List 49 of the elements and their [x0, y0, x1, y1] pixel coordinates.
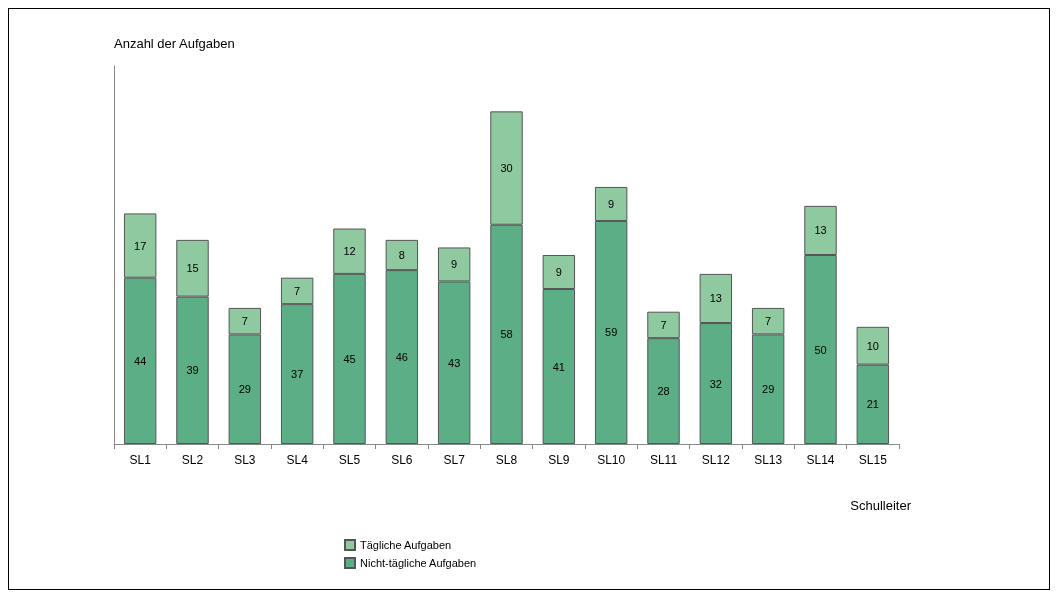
x-tick-label: SL11: [649, 453, 678, 467]
x-tick-label: SL13: [754, 453, 783, 467]
data-label: 46: [395, 351, 408, 364]
data-label: 50: [814, 343, 827, 356]
data-label: 30: [500, 162, 513, 175]
x-tick-label: SL2: [181, 453, 204, 467]
data-label: 41: [552, 360, 565, 373]
data-label: 13: [709, 292, 722, 305]
x-tick-label: SL7: [443, 453, 466, 467]
x-tick-label: SL10: [597, 453, 626, 467]
data-label: 15: [186, 262, 199, 275]
x-tick-label: SL4: [286, 453, 309, 467]
x-tick-label: SL12: [701, 453, 731, 467]
legend-label: Nicht-tägliche Aufgaben: [360, 557, 477, 569]
data-label: 7: [241, 315, 248, 328]
data-label: 59: [605, 326, 618, 339]
data-label: 8: [398, 249, 405, 261]
data-label: 29: [762, 383, 775, 396]
data-label: 7: [294, 284, 301, 297]
data-label: 39: [186, 364, 199, 377]
data-label: 9: [451, 258, 458, 271]
data-label: 28: [657, 385, 670, 398]
data-label: 43: [448, 356, 461, 369]
data-label: 12: [343, 245, 356, 258]
data-label: 44: [134, 354, 147, 367]
data-label: 32: [709, 377, 722, 390]
data-label: 45: [343, 352, 356, 365]
x-tick-label: SL15: [858, 453, 888, 467]
data-label: 10: [866, 339, 879, 352]
x-axis-title: Schulleiter: [850, 498, 912, 513]
data-label: 7: [660, 318, 667, 331]
x-tick-label: SL1: [129, 453, 152, 467]
x-tick-label: SL3: [234, 453, 256, 467]
data-label: 7: [765, 315, 772, 328]
y-axis-title: Anzahl der Aufgaben: [114, 36, 235, 51]
x-tick-label: SL14: [806, 453, 835, 467]
x-tick-label: SL8: [495, 453, 518, 467]
data-label: 9: [555, 266, 562, 279]
data-label: 9: [608, 197, 615, 210]
legend-label: Tägliche Aufgaben: [360, 539, 452, 551]
data-label: 21: [866, 398, 879, 411]
x-tick-label: SL5: [338, 453, 361, 467]
data-label: 13: [814, 224, 827, 237]
x-tick-label: SL6: [391, 453, 413, 467]
data-label: 58: [500, 328, 513, 341]
x-tick-label: SL9: [548, 453, 570, 467]
data-label: 29: [238, 383, 251, 396]
data-label: 17: [134, 239, 147, 252]
data-label: 37: [291, 368, 304, 381]
